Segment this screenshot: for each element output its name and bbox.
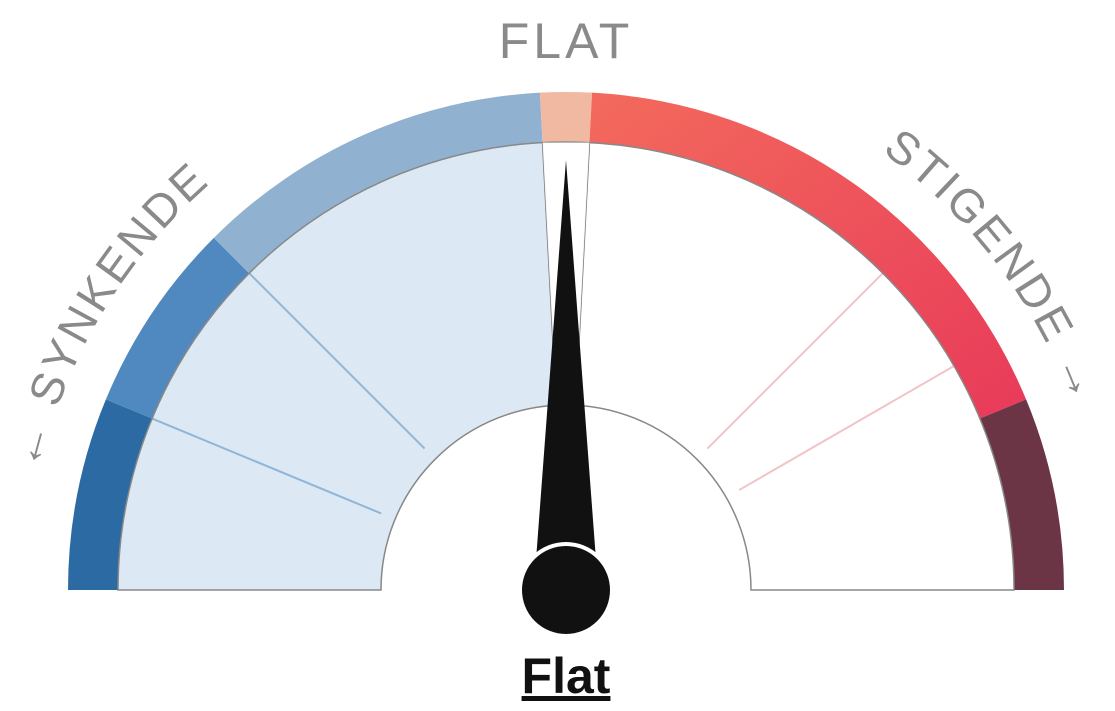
needle-hub: [518, 542, 614, 638]
band-segment: [105, 237, 250, 419]
needle: [536, 160, 596, 560]
zone-line: [248, 272, 426, 450]
gauge-shapes: [68, 92, 1064, 638]
right-zone: [575, 142, 1014, 591]
zone-line: [151, 417, 382, 515]
zone-line: [738, 365, 955, 491]
band-segment: [539, 92, 593, 143]
reading-label: Flat: [522, 648, 611, 704]
band-segment: [979, 399, 1064, 590]
zone-line: [706, 272, 884, 450]
band-segment: [68, 399, 153, 590]
band-segment: [589, 92, 1027, 419]
outline: [117, 141, 1015, 591]
left-zone: [118, 142, 557, 591]
top-label: FLAT: [499, 13, 634, 69]
